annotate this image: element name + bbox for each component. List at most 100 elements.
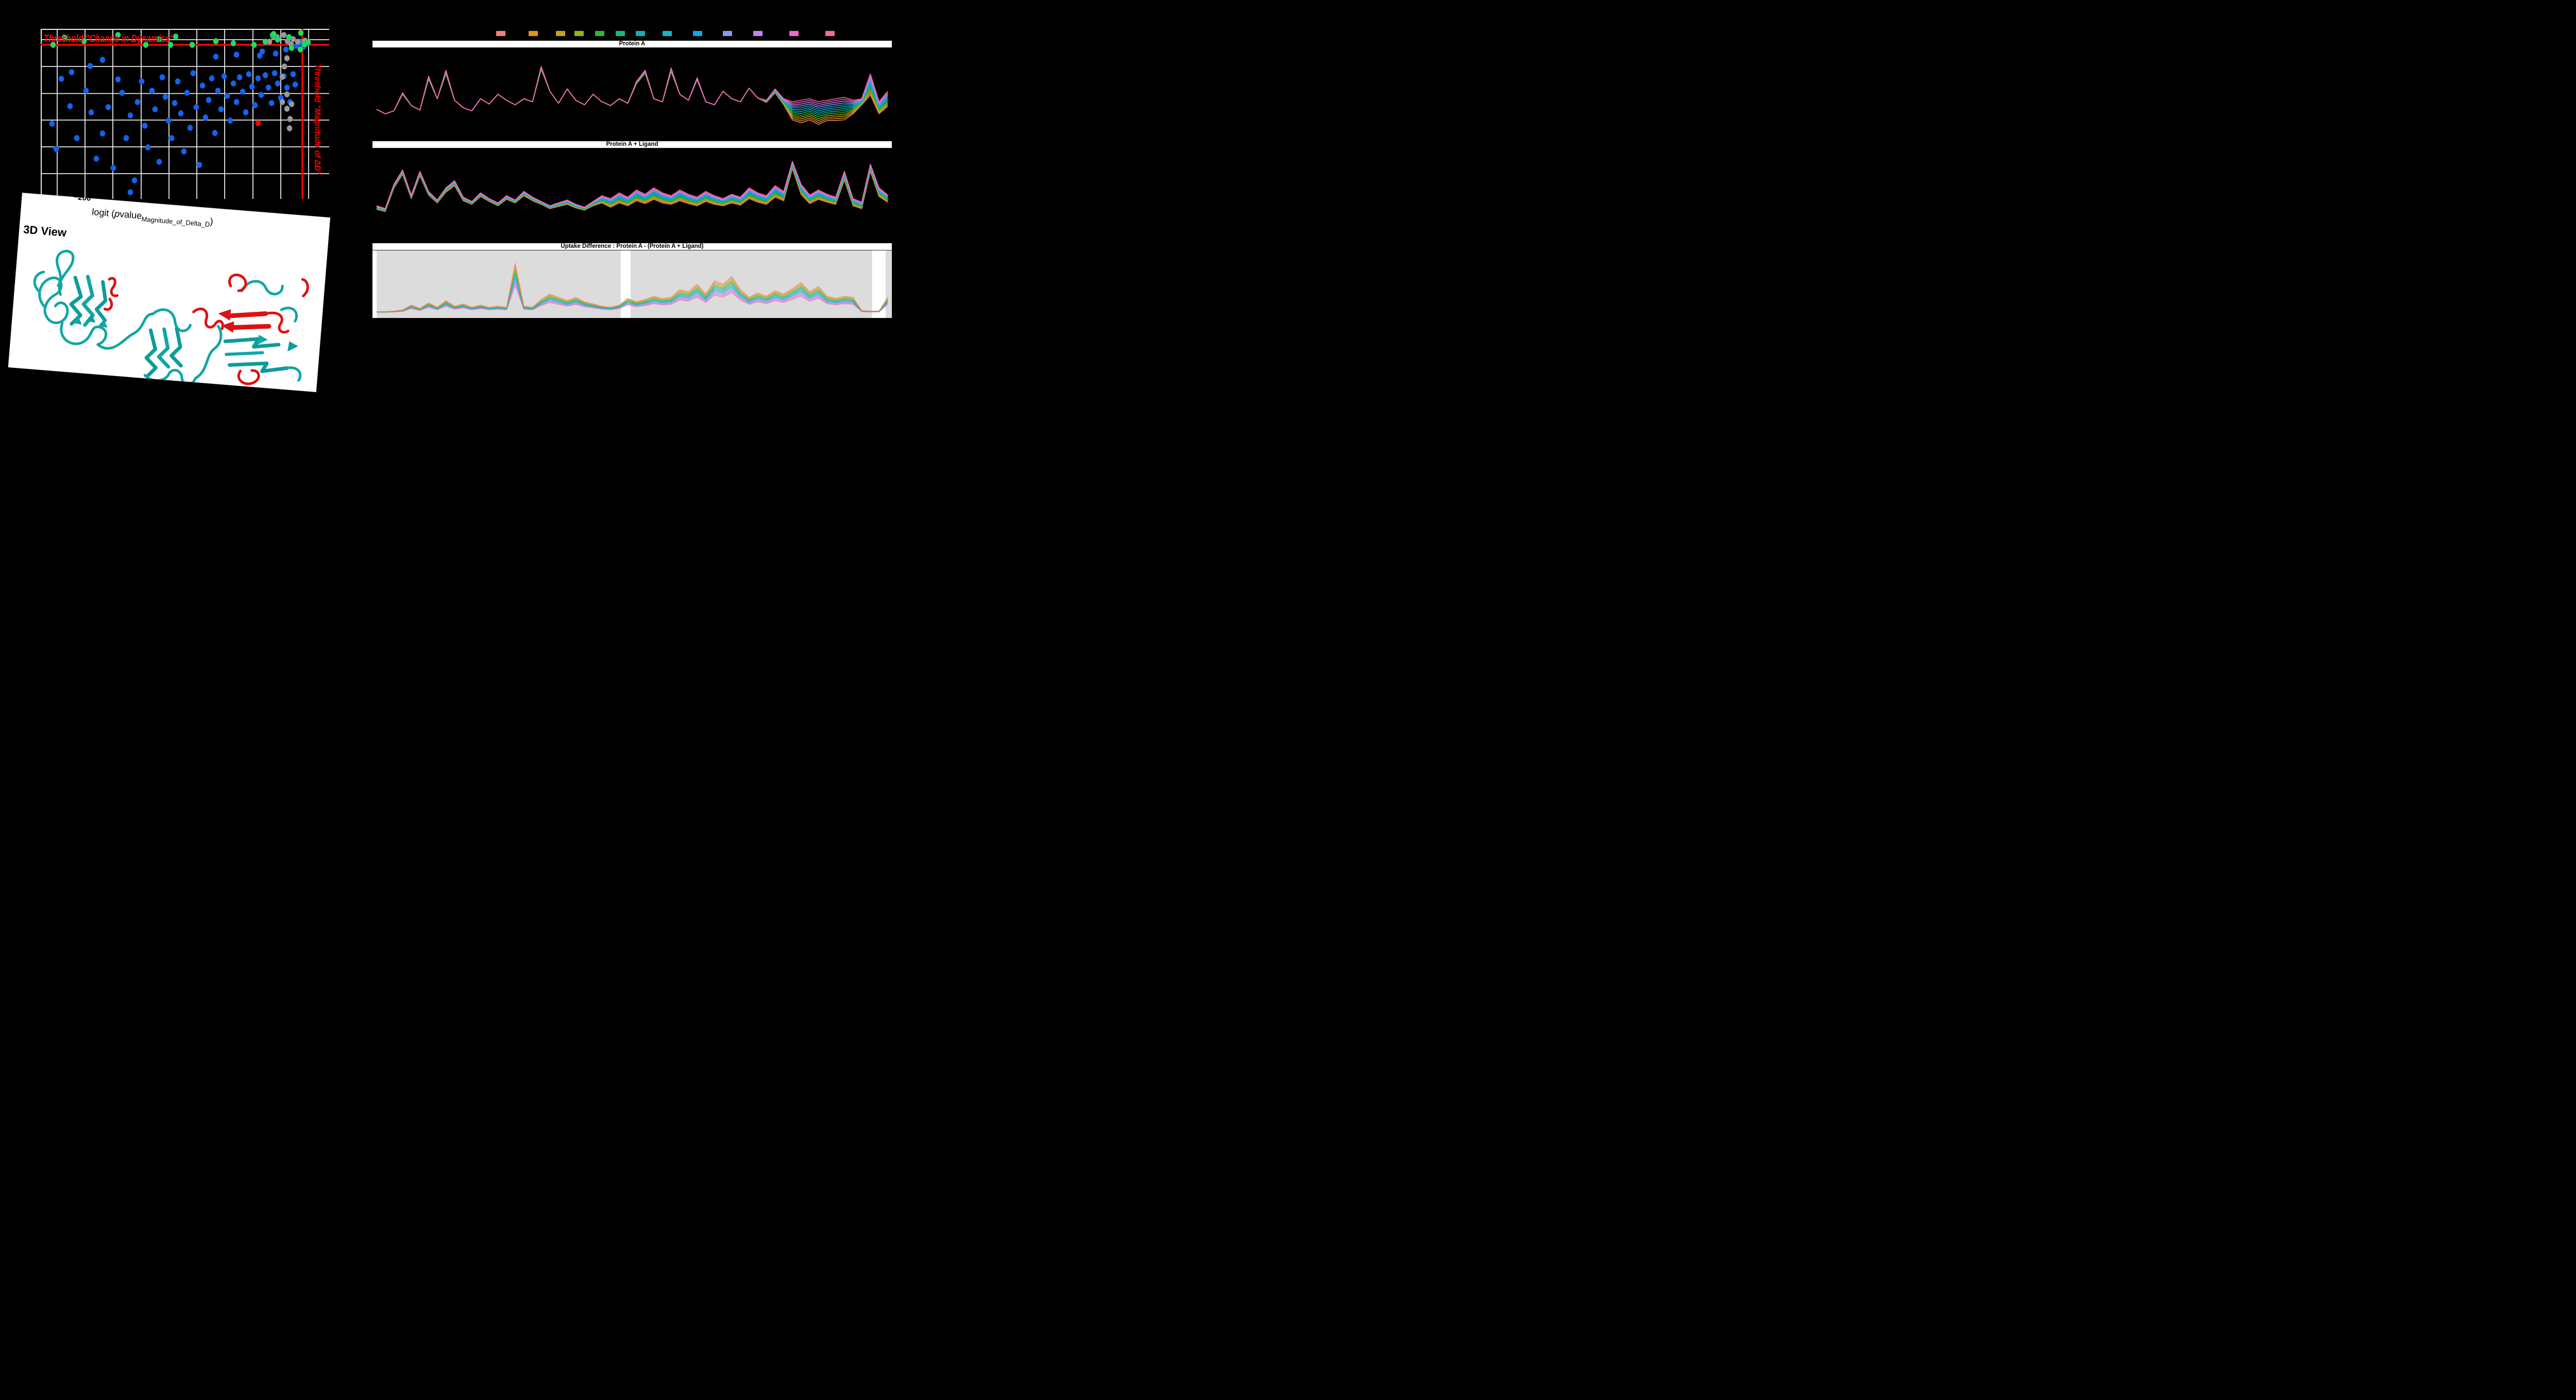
volcano-point-gray[interactable] [284,91,290,98]
volcano-point-green[interactable] [262,38,268,45]
volcano-point-blue[interactable] [49,120,55,127]
volcano-point-blue[interactable] [202,114,209,121]
volcano-point-green[interactable] [275,36,281,43]
legend-swatch[interactable] [753,31,762,36]
volcano-point-blue[interactable] [206,96,212,104]
volcano-point-blue[interactable] [230,80,236,87]
volcano-point-blue[interactable] [53,145,59,153]
volcano-plot[interactable]: Threshold "Change in Dynamics" Threshold… [41,29,329,199]
volcano-point-green[interactable] [251,41,257,48]
legend-swatch[interactable] [636,31,645,36]
volcano-point-gray[interactable] [289,100,295,108]
volcano-point-blue[interactable] [252,102,258,109]
volcano-point-blue[interactable] [209,75,215,82]
volcano-point-blue[interactable] [257,52,263,59]
volcano-point-blue[interactable] [236,74,243,81]
legend-swatch[interactable] [574,31,584,36]
volcano-point-blue[interactable] [88,109,94,116]
volcano-point-blue[interactable] [83,87,89,94]
volcano-point-blue[interactable] [193,104,199,111]
volcano-point-green[interactable] [297,46,303,53]
volcano-point-blue[interactable] [139,78,145,85]
volcano-point-blue[interactable] [240,88,246,95]
volcano-point-blue[interactable] [249,83,255,90]
volcano-point-blue[interactable] [243,109,249,116]
volcano-point-green[interactable] [81,38,87,45]
volcano-point-gray[interactable] [279,98,285,106]
legend-swatch[interactable] [789,31,799,36]
volcano-point-blue[interactable] [224,92,230,99]
volcano-point-blue[interactable] [283,46,289,53]
volcano-point-gray[interactable] [284,105,290,112]
volcano-point-green[interactable] [50,41,56,48]
volcano-point-blue[interactable] [262,72,268,79]
volcano-point-blue[interactable] [181,148,187,155]
volcano-point-gray[interactable] [281,63,287,70]
volcano-point-green[interactable] [61,34,67,41]
volcano-point-green[interactable] [167,41,174,48]
volcano-point-blue[interactable] [212,129,218,137]
volcano-point-blue[interactable] [215,87,221,94]
volcano-point-gray[interactable] [281,31,287,39]
legend-swatch[interactable] [723,31,732,36]
volcano-point-green[interactable] [213,38,219,45]
volcano-point-blue[interactable] [233,98,240,106]
volcano-point-green[interactable] [289,44,295,52]
volcano-point-green[interactable] [270,30,277,38]
volcano-point-blue[interactable] [218,106,224,113]
volcano-point-blue[interactable] [199,82,206,89]
volcano-point-blue[interactable] [134,98,141,106]
volcano-point-blue[interactable] [74,134,80,142]
volcano-point-blue[interactable] [227,117,233,124]
volcano-point-blue[interactable] [93,155,99,162]
volcano-point-blue[interactable] [127,189,133,196]
volcano-point-blue[interactable] [190,70,196,77]
volcano-point-green[interactable] [305,39,311,46]
uptake-trace[interactable] [376,168,888,212]
volcano-point-blue[interactable] [184,89,190,96]
volcano-point-blue[interactable] [105,104,111,111]
volcano-point-blue[interactable] [99,56,106,63]
uptake-chart-protein-a-ligand[interactable] [372,148,892,232]
volcano-point-green[interactable] [298,29,304,37]
volcano-point-blue[interactable] [67,103,73,110]
volcano-point-blue[interactable] [187,124,193,131]
volcano-point-blue[interactable] [213,53,219,60]
uptake-trace[interactable] [376,66,888,114]
volcano-point-blue[interactable] [149,87,155,94]
volcano-point-blue[interactable] [272,70,278,77]
volcano-point-blue[interactable] [58,75,64,82]
volcano-point-green[interactable] [173,33,179,40]
legend-swatch[interactable] [693,31,702,36]
legend-swatch[interactable] [616,31,625,36]
volcano-point-green[interactable] [230,40,236,47]
volcano-point-blue[interactable] [127,112,133,119]
uptake-trace[interactable] [376,167,888,212]
volcano-point-blue[interactable] [284,84,290,91]
volcano-point-blue[interactable] [142,122,148,129]
volcano-point-blue[interactable] [168,134,175,142]
volcano-point-blue[interactable] [110,164,116,172]
volcano-point-gray[interactable] [295,38,301,45]
uptake-trace[interactable] [376,165,888,211]
uptake-trace[interactable] [376,67,888,114]
volcano-point-blue[interactable] [221,73,227,80]
volcano-point-green[interactable] [143,41,149,48]
volcano-point-blue[interactable] [255,75,261,82]
uptake-trace[interactable] [376,161,888,209]
volcano-point-blue[interactable] [162,93,168,100]
volcano-point-blue[interactable] [119,89,125,96]
volcano-point-blue[interactable] [178,110,184,117]
volcano-point-blue[interactable] [115,76,121,83]
volcano-point-blue[interactable] [123,134,129,142]
volcano-point-blue[interactable] [69,69,75,76]
volcano-point-blue[interactable] [131,177,138,184]
volcano-point-blue[interactable] [196,161,202,168]
volcano-point-blue[interactable] [233,51,240,58]
legend-swatch[interactable] [529,31,538,36]
protein-3d-structure[interactable] [19,243,321,393]
uptake-trace[interactable] [377,262,888,312]
uptake-trace[interactable] [376,166,888,212]
legend-swatch[interactable] [556,31,565,36]
volcano-point-blue[interactable] [172,99,178,107]
